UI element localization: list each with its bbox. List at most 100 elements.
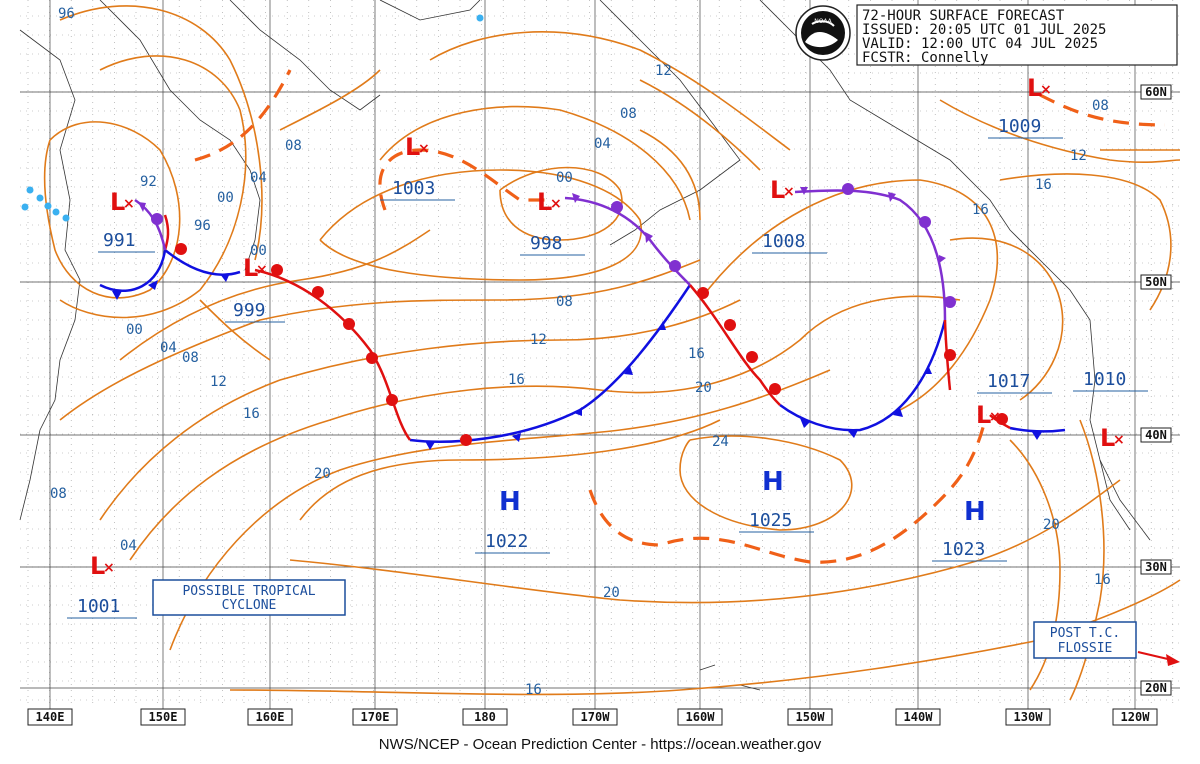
svg-text:20N: 20N [1145,681,1167,695]
isobar-label: 16 [508,372,525,388]
svg-text:L: L [1100,424,1115,452]
coast-dot-markers [21,14,484,222]
isobar-label: 20 [603,585,620,601]
svg-text:160E: 160E [256,710,285,724]
svg-text:L: L [243,254,258,282]
arrow-icon [1166,654,1180,666]
isobar-label: 16 [688,346,705,362]
low-pressure-label: 1010 [1083,369,1126,390]
isobar-label: 20 [314,466,331,482]
svg-text:H: H [964,497,986,527]
svg-text:NOAA: NOAA [814,18,832,25]
low-pressure-label: 999 [233,300,266,321]
svg-text:L: L [90,552,105,580]
svg-text:60N: 60N [1145,85,1167,99]
svg-text:POST T.C.: POST T.C. [1050,626,1120,641]
isobar-label: 04 [594,136,611,152]
svg-text:×: × [1040,82,1052,98]
latitude-labels: 60N 50N 40N 30N 20N [1140,84,1172,696]
svg-text:170W: 170W [581,710,611,724]
header-title: 72-HOUR SURFACE FORECAST [862,8,1065,24]
svg-text:CYCLONE: CYCLONE [222,598,277,613]
isobar-labels: 96 92 96 00 04 08 00 04 08 12 16 00 04 0… [50,6,1111,698]
svg-text:L: L [110,188,125,216]
svg-text:×: × [123,196,135,212]
isobar-label: 24 [712,434,729,450]
svg-text:×: × [256,262,268,278]
header-forecaster: FCSTR: Connelly [862,50,988,66]
svg-text:140E: 140E [36,710,65,724]
svg-text:L: L [1027,74,1042,102]
svg-text:H: H [499,487,521,517]
isobar-label: 20 [695,380,712,396]
low-pressure-label: 1003 [392,178,435,199]
cold-fronts [99,249,1066,450]
isobar-label: 08 [1092,98,1109,114]
low-pressure-label: 1009 [998,116,1041,137]
isobar-label: 08 [50,486,67,502]
svg-text:150E: 150E [149,710,178,724]
low-center: L × 1001 [67,552,137,619]
isobar-label: 12 [655,63,672,79]
isobar-label: 16 [1094,572,1111,588]
major-grid [20,0,1180,712]
forecast-header: 72-HOUR SURFACE FORECAST ISSUED: 20:05 U… [856,4,1178,66]
footer-credit: NWS/NCEP - Ocean Prediction Center - htt… [379,736,822,753]
post-tc-flossie-callout: POST T.C. FLOSSIE [1033,621,1180,666]
svg-text:L: L [976,401,991,429]
high-pressure-label: 1023 [942,539,985,560]
low-center: L × 1008 [752,176,827,254]
isobar-label: 12 [1070,148,1087,164]
isobar-label: 08 [285,138,302,154]
svg-text:FLOSSIE: FLOSSIE [1058,641,1113,656]
isobar-label: 12 [530,332,547,348]
svg-text:×: × [103,560,115,576]
isobar-label: 04 [250,170,267,186]
svg-text:×: × [418,141,430,157]
tropical-cyclone-callout: POSSIBLE TROPICAL CYCLONE [152,579,346,616]
isobar-label: 04 [160,340,177,356]
svg-text:L: L [405,133,420,161]
warm-fronts [163,214,1011,446]
low-center: L × 999 [225,254,285,323]
low-pressure-label: 1008 [762,231,805,252]
low-center: L × 991 [98,188,155,253]
svg-text:×: × [989,409,1001,425]
isobar-label: 00 [250,243,267,259]
high-pressure-label: 1025 [749,510,792,531]
low-center: L × 1003 [380,133,455,201]
svg-text:×: × [783,184,795,200]
surface-troughs [194,69,1166,564]
isobar-label: 16 [243,406,260,422]
low-center: L × 1010 [1073,369,1148,452]
header-issued: ISSUED: 20:05 UTC 01 JUL 2025 [862,22,1106,38]
svg-text:30N: 30N [1145,560,1167,574]
isobar-label: 16 [972,202,989,218]
isobar-label: 00 [126,322,143,338]
svg-text:×: × [1113,432,1125,448]
isobar-label: 08 [182,350,199,366]
high-center: H 1023 [932,497,1007,562]
svg-text:×: × [550,196,562,212]
svg-text:L: L [770,176,785,204]
high-pressure-label: 1022 [485,531,528,552]
low-pressure-label: 1017 [987,371,1030,392]
low-center: L × 998 [520,188,585,256]
isobar-label: 16 [1035,177,1052,193]
high-center: H 1025 [739,467,814,533]
svg-text:170E: 170E [361,710,390,724]
low-center: L × 1009 [988,74,1063,139]
high-centers: H 1022 H 1025 H 1023 [475,467,1007,562]
isobar-label: 00 [556,170,573,186]
isobar-label: 92 [140,174,157,190]
isobar-label: 96 [194,218,211,234]
svg-text:L: L [537,188,552,216]
svg-text:140W: 140W [904,710,934,724]
low-center: L × 1017 [976,371,1052,429]
noaa-logo: NOAA [795,5,851,61]
low-centers: L × 991 L × 999 L × 1003 L × 998 L × 100… [67,74,1148,619]
isobar-label: 16 [525,682,542,698]
low-pressure-label: 1001 [77,596,120,617]
svg-text:40N: 40N [1145,428,1167,442]
